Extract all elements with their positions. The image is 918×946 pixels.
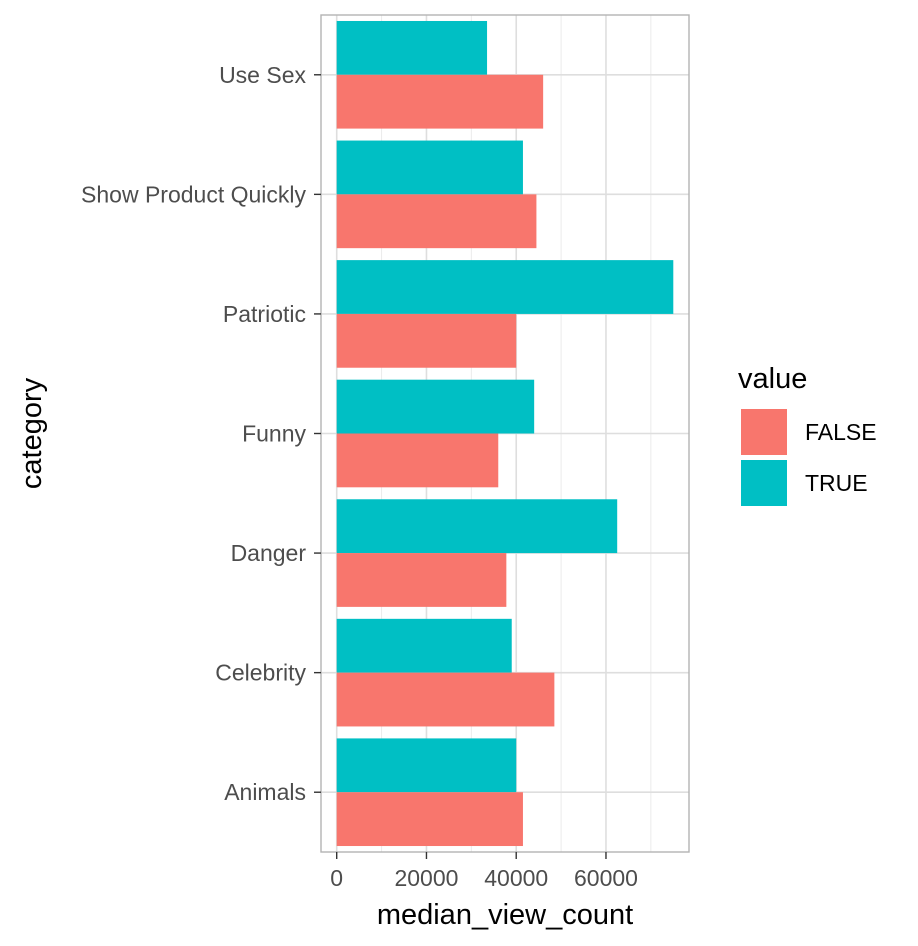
- legend: value FALSE TRUE: [738, 363, 877, 506]
- x-tick-label: 20000: [394, 865, 458, 891]
- x-tick-label: 40000: [484, 865, 548, 891]
- bar-true: [336, 260, 674, 314]
- bar-false: [336, 194, 537, 249]
- bars: [336, 20, 674, 847]
- bar-true: [336, 738, 517, 793]
- x-axis-title: median_view_count: [377, 899, 633, 931]
- bar-true: [336, 499, 618, 554]
- y-tick-label: Animals: [224, 779, 306, 805]
- y-axis: Animals Celebrity Danger Funny Patriotic Show…: [81, 62, 321, 805]
- x-axis: 0 20000 40000 60000: [330, 852, 638, 891]
- bar-true: [336, 140, 523, 195]
- bar-true: [336, 20, 488, 75]
- x-tick-label: 60000: [574, 865, 638, 891]
- legend-label-false: FALSE: [805, 419, 877, 445]
- bar-false: [336, 313, 517, 368]
- bar-false: [336, 792, 523, 847]
- legend-label-true: TRUE: [805, 470, 868, 496]
- y-tick-label: Show Product Quickly: [81, 181, 306, 207]
- bar-true: [336, 618, 512, 673]
- bar-true: [336, 379, 535, 434]
- y-axis-title: category: [16, 377, 48, 489]
- y-tick-label: Celebrity: [215, 660, 306, 686]
- legend-key-true: [741, 460, 787, 506]
- y-tick-label: Use Sex: [219, 62, 306, 88]
- bar-false: [336, 74, 544, 129]
- legend-key-false: [741, 409, 787, 455]
- bar-false: [336, 553, 507, 607]
- y-tick-label: Funny: [242, 421, 306, 447]
- bar-false: [336, 433, 499, 488]
- x-tick-label: 0: [330, 865, 343, 891]
- y-tick-label: Patriotic: [223, 301, 306, 327]
- bar-false: [336, 672, 555, 727]
- legend-title: value: [738, 363, 807, 395]
- y-tick-label: Danger: [231, 540, 307, 566]
